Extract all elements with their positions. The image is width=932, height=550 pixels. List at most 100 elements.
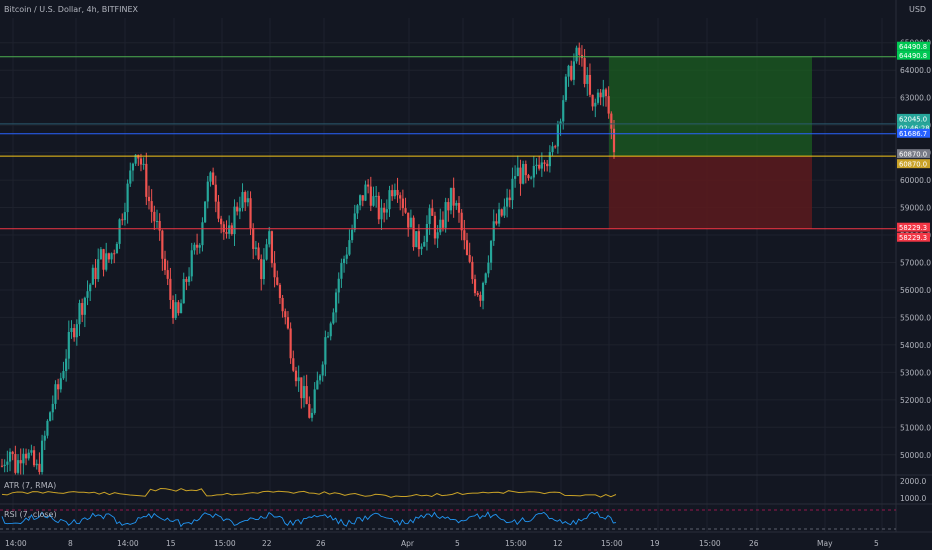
candle bbox=[463, 230, 466, 241]
candle bbox=[147, 196, 151, 202]
candle bbox=[465, 240, 469, 255]
candle bbox=[27, 452, 30, 459]
candle bbox=[142, 163, 145, 165]
candle bbox=[599, 92, 602, 98]
price-axis[interactable]: 65000.064000.063000.062000.061000.060000… bbox=[900, 39, 931, 460]
candle bbox=[567, 65, 570, 77]
candle bbox=[16, 460, 20, 473]
candle bbox=[289, 328, 292, 359]
candle bbox=[479, 294, 482, 301]
candle bbox=[78, 303, 81, 325]
x-tick-label: 12 bbox=[553, 539, 563, 548]
candle bbox=[32, 450, 36, 466]
candle bbox=[612, 128, 616, 153]
candle bbox=[439, 219, 442, 233]
candle bbox=[236, 206, 239, 212]
candle bbox=[457, 202, 461, 213]
candle bbox=[329, 323, 332, 337]
price-badge-label: 58229.3 bbox=[899, 234, 927, 242]
candle bbox=[516, 167, 519, 177]
x-tick-label: 5 bbox=[874, 539, 879, 548]
candle bbox=[0, 465, 4, 467]
candle bbox=[364, 184, 367, 201]
candle bbox=[540, 162, 543, 169]
candle bbox=[420, 246, 423, 250]
candle bbox=[575, 47, 578, 62]
x-tick-label: 15:00 bbox=[214, 539, 236, 548]
candle bbox=[102, 249, 105, 270]
price-badge bbox=[897, 232, 930, 242]
x-tick-label: 26 bbox=[316, 539, 326, 548]
time-axis[interactable]: 14:00 8 14:00 15 15:00 22 26 Apr 5 15:00 12 15:00 19… bbox=[5, 539, 879, 548]
candle bbox=[158, 221, 161, 231]
price-badge bbox=[897, 50, 930, 60]
candle bbox=[222, 224, 225, 233]
candle bbox=[99, 249, 102, 260]
candle bbox=[415, 231, 418, 248]
candle bbox=[115, 243, 119, 254]
candle bbox=[75, 324, 78, 338]
candle bbox=[452, 187, 455, 206]
candle bbox=[367, 184, 370, 187]
candle bbox=[318, 375, 322, 381]
candle bbox=[11, 451, 14, 455]
loss-zone[interactable] bbox=[609, 156, 812, 229]
candle bbox=[556, 124, 559, 147]
candle bbox=[212, 172, 215, 185]
candle bbox=[22, 453, 25, 464]
x-tick-label: 26 bbox=[749, 539, 759, 548]
atr-pane: 2000.0 1000.0 bbox=[0, 474, 932, 503]
candle bbox=[70, 328, 73, 332]
rsi-line bbox=[1, 511, 617, 528]
candle bbox=[134, 154, 137, 164]
candle bbox=[246, 198, 249, 203]
candle bbox=[292, 358, 295, 371]
candle bbox=[444, 202, 447, 228]
candle bbox=[195, 244, 199, 248]
candle bbox=[481, 282, 485, 301]
candle bbox=[131, 163, 135, 171]
candle bbox=[455, 202, 458, 206]
candle bbox=[174, 302, 177, 319]
candle bbox=[506, 197, 509, 207]
candle bbox=[238, 208, 241, 212]
y-tick-label: 53000.0 bbox=[900, 368, 931, 377]
x-tick-label: 8 bbox=[68, 539, 73, 548]
candle bbox=[433, 215, 437, 239]
candle bbox=[59, 378, 62, 390]
candle bbox=[578, 47, 581, 55]
candle bbox=[257, 247, 260, 260]
x-tick-label: May bbox=[817, 539, 833, 548]
candle bbox=[123, 212, 127, 221]
candle bbox=[54, 384, 57, 404]
candle bbox=[145, 163, 148, 197]
candle bbox=[30, 450, 33, 453]
candle bbox=[447, 202, 450, 211]
candle bbox=[396, 189, 399, 196]
candle bbox=[270, 231, 274, 264]
candle bbox=[217, 201, 220, 219]
y-tick-label: 60000.0 bbox=[900, 176, 931, 185]
x-tick-label: 15 bbox=[166, 539, 176, 548]
x-tick-label: 14:00 bbox=[5, 539, 27, 548]
price-badge-label: 02:46:28 bbox=[899, 124, 930, 132]
candle bbox=[602, 89, 605, 98]
candle bbox=[225, 232, 228, 234]
candle bbox=[348, 240, 351, 255]
candle bbox=[473, 279, 477, 294]
candle bbox=[86, 291, 89, 298]
candle bbox=[230, 225, 233, 235]
profit-zone[interactable] bbox=[609, 56, 812, 157]
candle bbox=[107, 253, 110, 260]
candle bbox=[57, 384, 60, 390]
candle bbox=[166, 270, 169, 279]
candle bbox=[340, 263, 343, 279]
candle bbox=[532, 165, 535, 178]
candle bbox=[471, 261, 474, 280]
candle bbox=[375, 195, 378, 197]
candle bbox=[265, 244, 268, 260]
candle bbox=[321, 364, 324, 376]
candle bbox=[337, 278, 340, 293]
